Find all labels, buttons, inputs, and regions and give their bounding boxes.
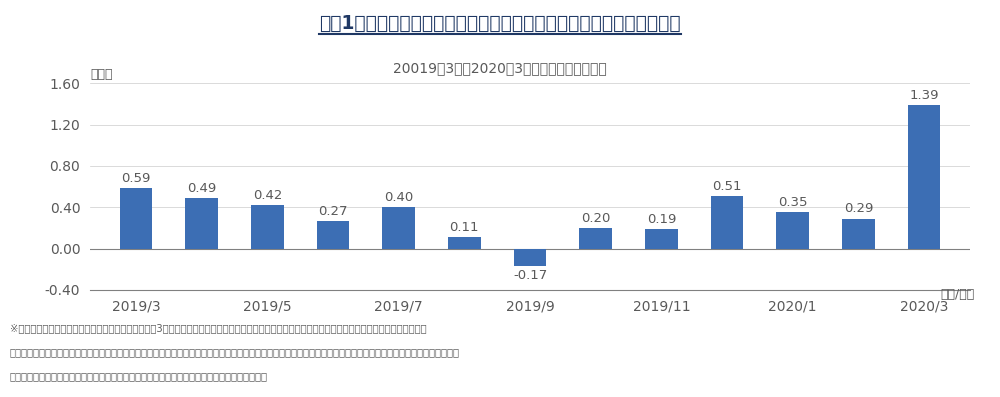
Text: 1.39: 1.39	[909, 89, 939, 102]
Text: 0.59: 0.59	[121, 172, 151, 185]
Text: （％）: （％）	[90, 68, 112, 81]
Text: ザーファンドが保有する債券の加重平均利回りであり、ファンドの利回りではありません。: ザーファンドが保有する債券の加重平均利回りであり、ファンドの利回りではありません…	[10, 371, 268, 381]
Text: （年/月）: （年/月）	[941, 288, 975, 301]
Bar	[251, 205, 284, 249]
Bar	[908, 105, 940, 249]
Text: 0.51: 0.51	[712, 180, 742, 193]
Text: -0.17: -0.17	[513, 269, 547, 282]
Text: 0.49: 0.49	[187, 182, 216, 195]
Bar	[776, 212, 809, 249]
Text: 0.29: 0.29	[844, 202, 873, 216]
Bar	[382, 207, 415, 249]
Text: 論上の数値をヘッジコストとして算出した利回りであり、実際のヘッジコストを用いたものではありません。また、当該利回りは、東京海上・ニッポン世界債券マ: 論上の数値をヘッジコストとして算出した利回りであり、実際のヘッジコストを用いたも…	[10, 347, 460, 357]
Text: 0.19: 0.19	[647, 213, 676, 226]
Bar	[645, 229, 678, 249]
Text: 過去1年のマザーファンドが保有する債券の為替ヘッジ後の最終利回り: 過去1年のマザーファンドが保有する債券の為替ヘッジ後の最終利回り	[319, 14, 681, 33]
Text: 20019年3月〜2020年3月、月末ベース、複利: 20019年3月〜2020年3月、月末ベース、複利	[393, 62, 607, 75]
Bar	[842, 219, 875, 249]
Bar	[317, 221, 349, 249]
Text: ※　各最終営業日時点の日本円とヘッジ対象各通貨の3カ月先渡為替レートをスポットレートで割り年率換算した後に、通貨別構成比率で加重平均した理: ※ 各最終営業日時点の日本円とヘッジ対象各通貨の3カ月先渡為替レートをスポットレ…	[10, 324, 427, 333]
Bar	[185, 198, 218, 249]
Text: 0.27: 0.27	[318, 204, 348, 218]
Text: 0.40: 0.40	[384, 191, 413, 204]
Text: 0.42: 0.42	[253, 189, 282, 202]
Bar	[448, 237, 481, 249]
Text: 0.20: 0.20	[581, 212, 610, 225]
Bar	[514, 249, 546, 266]
Bar	[120, 188, 152, 249]
Bar	[711, 196, 743, 249]
Bar	[579, 228, 612, 249]
Text: 0.11: 0.11	[450, 221, 479, 234]
Text: 0.35: 0.35	[778, 196, 807, 209]
